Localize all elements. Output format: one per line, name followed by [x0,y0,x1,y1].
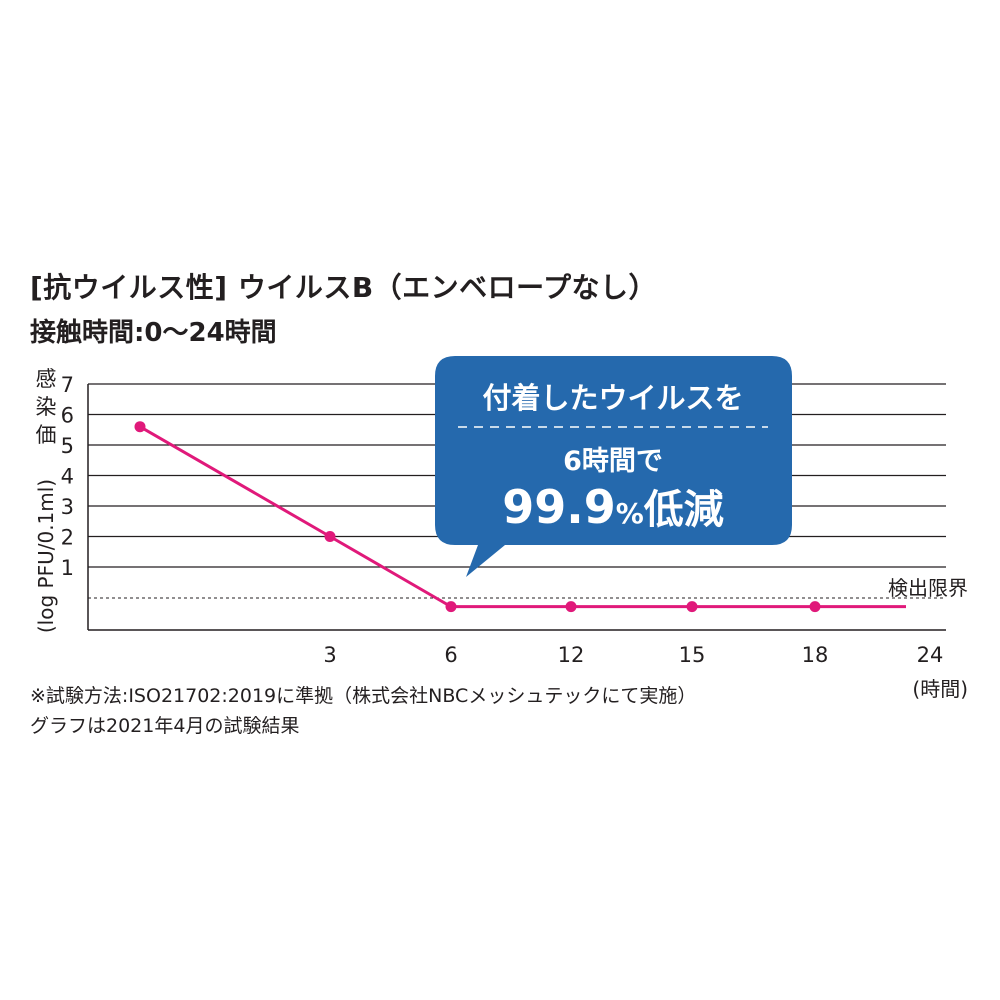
callout-suffix: 低減 [644,487,724,533]
x-tick-label: 3 [323,643,336,667]
y-axis-label: 感染価 (log PFU/0.1ml) [34,367,58,633]
callout-percent: % [616,497,644,530]
y-label-char: 感 [36,367,57,391]
y-tick-label: 4 [61,465,74,489]
y-label-unit: (log PFU/0.1ml) [34,479,58,633]
y-label-char: 染 [36,395,57,419]
chart-title: [抗ウイルス性] ウイルスB（エンベロープなし） [30,271,658,304]
callout-line1: 付着したウイルスを [482,381,743,415]
x-tick-label: 24 [917,643,944,667]
x-tick-label: 15 [679,643,706,667]
callout-bubble: 付着したウイルスを 6時間で 99.9%低減 [435,356,792,577]
data-point [809,601,821,613]
callout-line3: 99.9%低減 [502,480,724,534]
y-tick-label: 5 [61,434,74,458]
y-tick-label: 7 [61,373,74,397]
callout-shape [435,356,792,577]
data-point [324,531,336,542]
y-label-char: 価 [36,423,57,447]
series-line [134,421,906,613]
y-tick-label: 2 [61,526,74,550]
x-axis-unit: (時間) [912,677,968,701]
y-tick-label: 6 [61,404,74,428]
data-point [134,421,146,433]
callout-line2: 6時間で [563,446,663,477]
chart-subtitle: 接触時間:0〜24時間 [30,318,277,348]
callout-value: 99.9 [502,480,616,534]
y-tick-labels: 1 2 3 4 5 6 7 [61,373,74,580]
x-tick-label: 18 [802,643,829,667]
data-point [686,601,698,613]
data-point [565,601,577,613]
footnote-method: ※試験方法:ISO21702:2019に準拠（株式会社NBCメッシュテックにて実… [30,685,697,707]
detection-limit-label: 検出限界 [888,576,968,600]
footnote-date: グラフは2021年4月の試験結果 [30,715,300,737]
x-tick-labels: 3 6 12 15 18 24 [323,643,943,667]
data-point [445,601,457,613]
x-tick-label: 12 [558,643,585,667]
y-tick-label: 3 [61,495,74,519]
y-tick-label: 1 [61,556,74,580]
x-tick-label: 6 [444,643,457,667]
